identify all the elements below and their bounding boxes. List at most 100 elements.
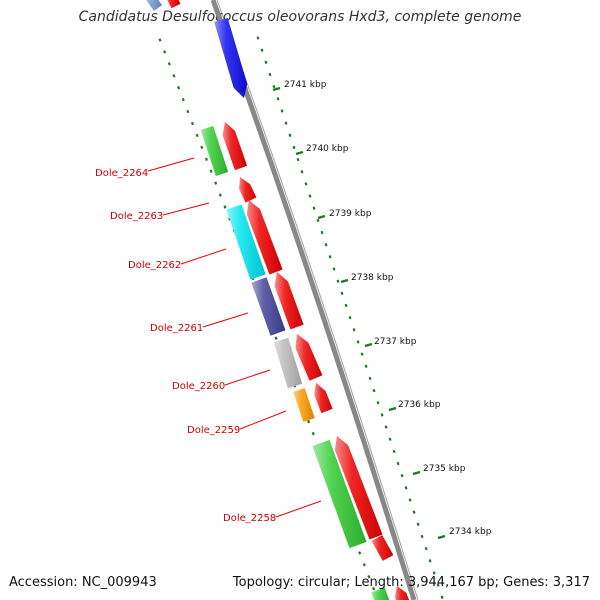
scale-dot: [436, 583, 440, 587]
gene-label-dole-2262[interactable]: Dole_2262: [128, 260, 181, 271]
inner-track-dot: [204, 157, 208, 161]
kbp-tick: [272, 86, 281, 92]
gene-blue-shading: [214, 18, 248, 98]
gene-slate-dole-2261-shading: [251, 277, 286, 336]
scale-dot: [392, 449, 396, 454]
kbp-tick: [295, 150, 304, 156]
scale-label: 2737 kbp: [374, 337, 417, 347]
scale-dot: [432, 571, 436, 575]
scale-dot: [300, 170, 304, 174]
gene-red-dole-2260[interactable]: [295, 334, 323, 381]
gene-red-dole-2261[interactable]: [274, 272, 304, 330]
kbp-tick: [437, 534, 446, 540]
gene-steelblue[interactable]: [144, 0, 163, 11]
inner-track-dot: [274, 336, 278, 340]
inner-track-dot: [163, 50, 167, 54]
inner-track-dot: [311, 431, 315, 436]
gene-red-dole-2258-shading: [335, 436, 383, 540]
gene-red-top[interactable]: [166, 0, 181, 9]
genome-summary-text: Topology: circular; Length: 3,944,167 bp…: [232, 575, 590, 590]
scale-label: 2736 kbp: [398, 400, 441, 410]
gene-label-dole-2263[interactable]: Dole_2263: [110, 211, 163, 222]
scale-dot: [352, 328, 356, 332]
gene-cyan-dole-2262-shading: [226, 204, 266, 280]
inner-track-dot: [200, 145, 204, 150]
gene-label-dole-2261[interactable]: Dole_2261: [150, 323, 203, 334]
scale-dot: [276, 97, 280, 101]
scale-dot: [440, 595, 444, 599]
scale-dot: [344, 303, 348, 308]
kbp-tick: [388, 406, 397, 412]
gene-orange-dole-2259[interactable]: [293, 388, 315, 422]
inner-track-dot: [195, 133, 199, 138]
gene-label-dole-2258[interactable]: Dole_2258: [223, 513, 276, 524]
genes-layer: [144, 0, 411, 600]
inner-track-dot: [167, 62, 171, 66]
gene-label-dole-2260[interactable]: Dole_2260: [172, 381, 225, 392]
gene-red-dole-2259[interactable]: [314, 383, 333, 414]
gene-grey-dole-2260-shading: [273, 337, 303, 389]
scale-dot: [260, 48, 264, 52]
gene-green-dole-2264[interactable]: [200, 126, 229, 176]
scale-dot: [304, 182, 308, 186]
scale-dot: [420, 534, 424, 539]
gene-red-after-2258[interactable]: [371, 535, 394, 561]
inner-track-dot: [209, 169, 213, 173]
gene-red-dole-2262-shading: [246, 200, 283, 275]
scale-label: 2740 kbp: [306, 144, 349, 154]
scale-dot: [416, 522, 420, 527]
gene-red-dole-2264[interactable]: [222, 122, 248, 171]
inner-track-dot: [367, 575, 371, 579]
scale-dot: [396, 461, 400, 466]
scale-dot: [368, 376, 372, 381]
scale-label: 2739 kbp: [329, 209, 372, 219]
scale-dot: [256, 36, 260, 40]
scale-label: 2738 kbp: [351, 273, 394, 283]
scale-dot: [280, 109, 284, 113]
gene-red-dole-2263[interactable]: [239, 177, 257, 203]
gene-label-dole-2259[interactable]: Dole_2259: [187, 425, 240, 436]
gene-label-leaders: [147, 157, 322, 518]
gene-blue[interactable]: [214, 18, 248, 98]
scale-dot: [292, 145, 296, 150]
scale-dot: [296, 157, 300, 162]
gene-green-dole-2258[interactable]: [312, 439, 367, 549]
scale-dot: [336, 279, 340, 283]
scale-dot: [340, 291, 344, 295]
inner-track-dot: [223, 205, 227, 209]
inner-track-dot: [181, 97, 185, 102]
scale-dot: [384, 425, 388, 429]
inner-track-dot: [372, 586, 376, 591]
gene-slate-dole-2261[interactable]: [251, 277, 286, 336]
inner-track-dot: [307, 419, 311, 424]
scale-dot: [268, 72, 272, 77]
gene-steelblue-shading: [146, 0, 163, 11]
scale-dot: [408, 498, 412, 502]
scale-dot: [404, 486, 408, 490]
gene-red-dole-2258[interactable]: [335, 436, 383, 540]
inner-track-dot: [172, 74, 176, 78]
accession-text: Accession: NC_009943: [9, 575, 157, 590]
map-title: Candidatus Desulfococcus oleovorans Hxd3…: [78, 9, 522, 25]
scale-label: 2734 kbp: [449, 527, 492, 537]
inner-track-dot: [177, 86, 181, 90]
scale-dot: [380, 413, 384, 417]
gene-red-bottom[interactable]: [395, 586, 411, 600]
gene-red-dole-2263-shading: [239, 177, 257, 203]
gene-green-bottom[interactable]: [371, 587, 390, 600]
scale-labels: 2741 kbp 2740 kbp 2739 kbp 2738 kbp 2737…: [284, 80, 492, 537]
gene-red-dole-2262[interactable]: [246, 200, 283, 275]
scale-dot: [388, 437, 392, 441]
inner-track-dot: [186, 109, 190, 114]
kbp-tick: [364, 342, 373, 348]
gene-cyan-dole-2262[interactable]: [226, 204, 266, 280]
inner-track-dot: [214, 181, 218, 185]
scale-dot: [428, 559, 432, 563]
kbp-tick: [412, 470, 421, 476]
gene-label-dole-2264[interactable]: Dole_2264: [95, 168, 148, 179]
scale-dot: [284, 121, 288, 125]
scale-dot: [328, 255, 332, 259]
gene-grey-dole-2260[interactable]: [273, 337, 303, 389]
gene-red-dole-2264-shading: [222, 122, 248, 171]
